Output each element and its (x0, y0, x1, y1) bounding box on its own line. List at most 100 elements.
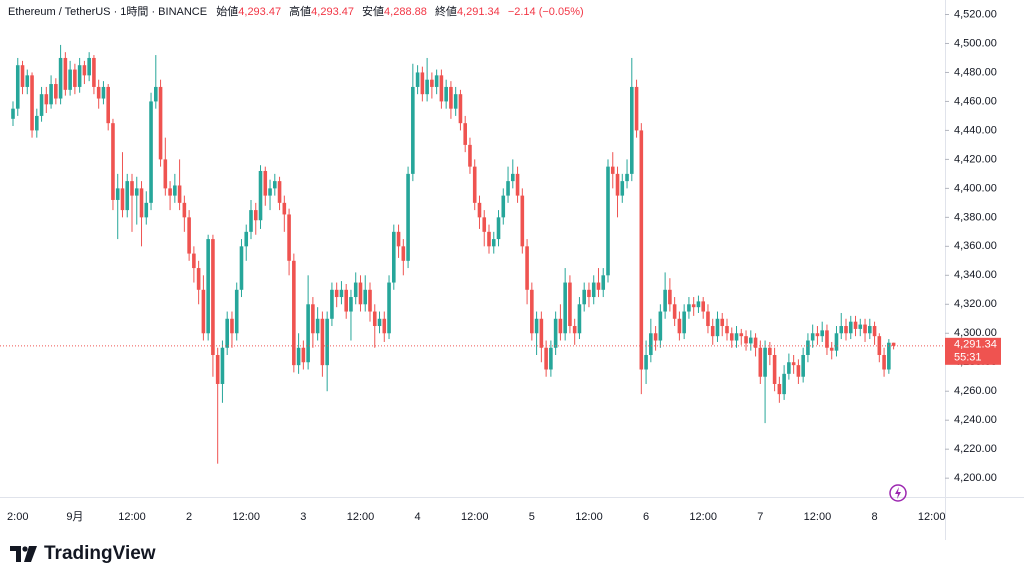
candle-body (725, 326, 729, 334)
last-price-tag (945, 337, 1001, 365)
candle-body (815, 333, 820, 337)
candle-body (201, 289, 206, 334)
y-tick-label: 4,520.00 (954, 8, 997, 20)
candle-body (758, 347, 763, 377)
candle-body (496, 217, 501, 240)
candle-body (563, 282, 567, 334)
x-tick-label: 2 (186, 511, 192, 523)
candle-body (720, 318, 725, 327)
candle-body (739, 333, 744, 337)
candle-body (425, 79, 429, 95)
candle-body (768, 347, 772, 355)
candle-body (387, 282, 391, 334)
candle-body (63, 57, 68, 90)
candle-body (663, 289, 667, 312)
candle-body (377, 318, 382, 327)
candle-body (182, 202, 187, 218)
candle-body (453, 94, 458, 109)
candle-body (330, 289, 334, 319)
candle-body (120, 188, 125, 211)
candle-body (206, 239, 210, 334)
candle-body (320, 318, 325, 366)
x-tick-label: 8 (871, 511, 877, 523)
candle-body (601, 275, 606, 290)
candle-body (44, 94, 49, 105)
x-tick-label: 12:00 (804, 511, 832, 523)
candle-body (472, 166, 477, 203)
candle-body (20, 65, 25, 87)
logo[interactable]: TradingView (10, 543, 156, 565)
candle-body (468, 144, 472, 167)
candle-body (358, 282, 363, 305)
ohlc-label: 高値 (289, 6, 312, 18)
candle-body (282, 202, 287, 215)
candle-body (39, 94, 44, 116)
candle-body (253, 210, 258, 221)
candle-body (606, 166, 610, 276)
candle-body (772, 355, 777, 384)
x-tick-label: 5 (529, 511, 535, 523)
candle-body (491, 239, 496, 247)
candle-body (544, 347, 548, 370)
candle-body (649, 333, 653, 355)
candle-body (25, 75, 30, 87)
candle-body (625, 173, 629, 182)
candle-body (372, 311, 377, 327)
candle-body (801, 355, 805, 377)
candle-body (691, 304, 696, 308)
candle-body (215, 355, 220, 384)
candle-body (101, 86, 106, 99)
candle-body (411, 86, 415, 174)
candle-body (787, 362, 791, 374)
candle-body (696, 301, 701, 308)
y-tick-label: 4,460.00 (954, 95, 997, 107)
x-tick-label: 2:00 (7, 511, 28, 523)
candle-body (296, 347, 301, 366)
logo-mark (10, 546, 37, 562)
candle-body (729, 333, 734, 341)
candle-body (863, 324, 867, 334)
candle-body (344, 289, 348, 312)
x-tick-label: 6 (643, 511, 649, 523)
y-tick-label: 4,200.00 (954, 472, 997, 484)
candle-body (234, 289, 239, 334)
candle-body (525, 246, 529, 290)
y-tick-label: 4,300.00 (954, 327, 997, 339)
candle-body (477, 202, 482, 218)
candle-body (848, 321, 853, 334)
candle-body (868, 326, 872, 334)
candle-body (644, 355, 648, 370)
candle-body (154, 86, 158, 102)
candle-body (292, 260, 296, 366)
candle-body (463, 123, 467, 145)
x-tick-label: 12:00 (347, 511, 375, 523)
candle-body (368, 289, 372, 312)
candle-body (701, 301, 705, 312)
x-tick-label: 4 (415, 511, 421, 523)
candle-body (582, 289, 586, 305)
candle-body (434, 75, 439, 87)
ohlc-label: 始値 (216, 6, 239, 18)
candle-body (192, 253, 196, 269)
countdown: 55:31 (954, 352, 982, 364)
replay-icon[interactable] (889, 484, 907, 502)
candle-body (173, 185, 177, 196)
candle-body (677, 318, 682, 334)
x-tick-label: 12:00 (461, 511, 489, 523)
candle-body (244, 231, 249, 247)
candle-body (306, 304, 310, 363)
y-tick-label: 4,480.00 (954, 66, 997, 78)
candle-body (77, 65, 82, 87)
candle-body (163, 159, 168, 189)
candle-body (406, 173, 410, 261)
candle-body (168, 188, 172, 196)
candle-body (749, 337, 753, 344)
candle-body (530, 289, 534, 334)
candle-body (610, 166, 615, 174)
x-tick-label: 9月 (66, 511, 83, 523)
x-tick-label: 12:00 (575, 511, 603, 523)
x-tick-label: 7 (757, 511, 763, 523)
candle-body (715, 318, 720, 337)
candle-body (844, 326, 848, 334)
